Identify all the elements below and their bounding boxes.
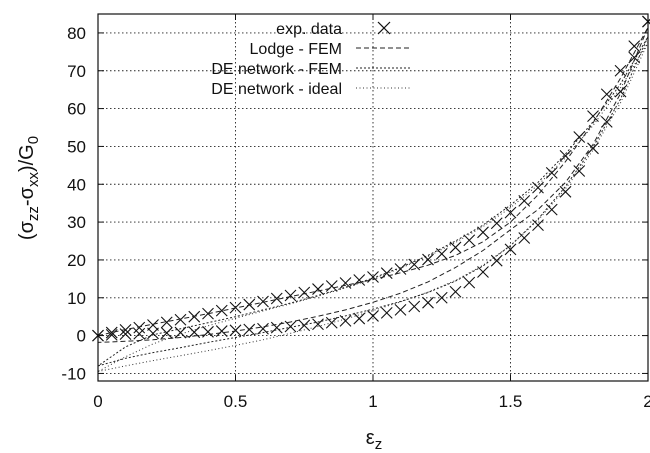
data-point-exp-data <box>229 324 242 337</box>
legend-label-exp-data: exp. data <box>276 21 342 38</box>
legend-samples <box>356 21 412 89</box>
y-tick-label: 20 <box>67 251 86 270</box>
data-point-exp-data <box>518 232 531 244</box>
data-point-exp-data <box>394 303 407 316</box>
y-tick-label: 80 <box>67 24 86 43</box>
data-point-exp-data <box>628 51 641 64</box>
x-tick-label: 0 <box>93 392 102 411</box>
data-point-exp-data <box>284 320 297 333</box>
y-tick-label: 30 <box>67 213 86 232</box>
data-point-exp-data <box>614 64 627 77</box>
data-point-exp-data <box>408 258 421 271</box>
data-point-exp-data <box>147 319 159 331</box>
data-point-exp-data <box>490 217 503 230</box>
data-point-exp-data <box>449 285 462 298</box>
data-point-exp-data <box>174 326 187 339</box>
grid <box>98 14 648 381</box>
y-tick-label: 40 <box>67 175 86 194</box>
y-tick-label: 10 <box>67 289 86 308</box>
y-tick-label: 60 <box>67 100 86 119</box>
data-point-exp-data <box>559 149 572 162</box>
data-point-exp-data <box>532 181 544 194</box>
legend: exp. data Lodge - FEM DE network - FEM D… <box>211 21 412 98</box>
y-tick-label: 70 <box>67 62 86 81</box>
data-point-exp-data <box>614 85 627 98</box>
x-tick-label: 0.5 <box>224 392 248 411</box>
data-point-exp-data <box>298 286 311 299</box>
data-point-exp-data <box>133 327 146 340</box>
data-point-exp-data <box>408 300 421 313</box>
data-point-exp-data <box>174 313 187 326</box>
data-point-exp-data <box>312 283 324 295</box>
data-point-exp-data <box>422 296 434 309</box>
data-point-exp-data <box>202 325 214 338</box>
data-point-exp-data <box>160 327 173 339</box>
x-tick-label: 1.5 <box>499 392 523 411</box>
y-tick-label: -10 <box>61 364 86 383</box>
data-point-exp-data <box>504 243 517 256</box>
data-point-exp-data <box>367 310 379 322</box>
data-point-exp-data <box>257 322 269 335</box>
axis-ticks: 0 0.5 1 1.5 2 -10 0 10 20 30 40 50 60 70 80 <box>61 14 650 411</box>
legend-label-de-network-fem: DE network - FEM <box>211 61 342 78</box>
legend-marker-exp-data <box>377 21 391 35</box>
data-point-exp-data <box>559 185 572 198</box>
data-point-exp-data <box>545 203 558 216</box>
data-point-exp-data <box>325 280 338 292</box>
data-point-exp-data <box>463 276 476 289</box>
legend-label-lodge-fem: Lodge - FEM <box>250 41 342 58</box>
data-point-exp-data <box>353 312 366 325</box>
data-point-exp-data <box>105 328 118 341</box>
data-point-exp-data <box>504 206 517 219</box>
data-point-exp-data <box>477 266 489 278</box>
data-point-exp-data <box>628 40 641 53</box>
data-point-exp-data <box>243 298 256 311</box>
data-point-exp-data <box>477 226 489 239</box>
legend-label-de-network-ideal: DE network - ideal <box>211 81 342 98</box>
data-point-exp-data <box>435 247 448 260</box>
y-axis-label: (σzz-σxx)/G0 <box>16 136 42 240</box>
data-point-exp-data <box>133 321 146 334</box>
data-point-exp-data <box>257 295 269 308</box>
data-point-exp-data <box>215 304 228 317</box>
data-point-exp-data <box>545 167 558 179</box>
data-point-exp-data <box>339 277 352 289</box>
data-point-exp-data <box>573 165 586 177</box>
data-point-exp-data <box>160 316 173 329</box>
data-point-exp-data <box>573 131 586 143</box>
data-point-exp-data <box>188 326 201 339</box>
data-point-exp-data <box>312 318 324 331</box>
plot-frame <box>97 13 649 382</box>
data-point-exp-data <box>353 274 366 286</box>
series-line-de-network-fem <box>97 36 649 367</box>
data-point-exp-data <box>587 110 599 123</box>
data-point-exp-data <box>490 254 503 267</box>
data-point-exp-data <box>435 291 448 304</box>
data-point-exp-data <box>449 241 462 254</box>
data-point-exp-data <box>270 292 283 305</box>
data-point-exp-data <box>105 326 118 339</box>
data-point-exp-data <box>243 323 256 336</box>
data-point-exp-data <box>215 325 228 337</box>
data-point-exp-data <box>284 289 297 302</box>
y-tick-label: 0 <box>77 327 86 346</box>
data-point-exp-data <box>394 263 407 275</box>
data-point-exp-data <box>422 253 434 266</box>
x-tick-label: 2 <box>643 392 650 411</box>
x-tick-label: 1 <box>368 392 377 411</box>
data-point-exp-data <box>532 219 544 232</box>
data-point-exp-data <box>147 327 159 340</box>
y-tick-label: 50 <box>67 137 86 156</box>
data-point-exp-data <box>600 88 613 101</box>
plot-series <box>92 15 650 372</box>
series-line-lodge-fem <box>97 26 649 343</box>
data-point-exp-data <box>642 15 650 28</box>
data-point-exp-data <box>380 307 393 319</box>
x-axis-label: εz <box>366 427 382 453</box>
